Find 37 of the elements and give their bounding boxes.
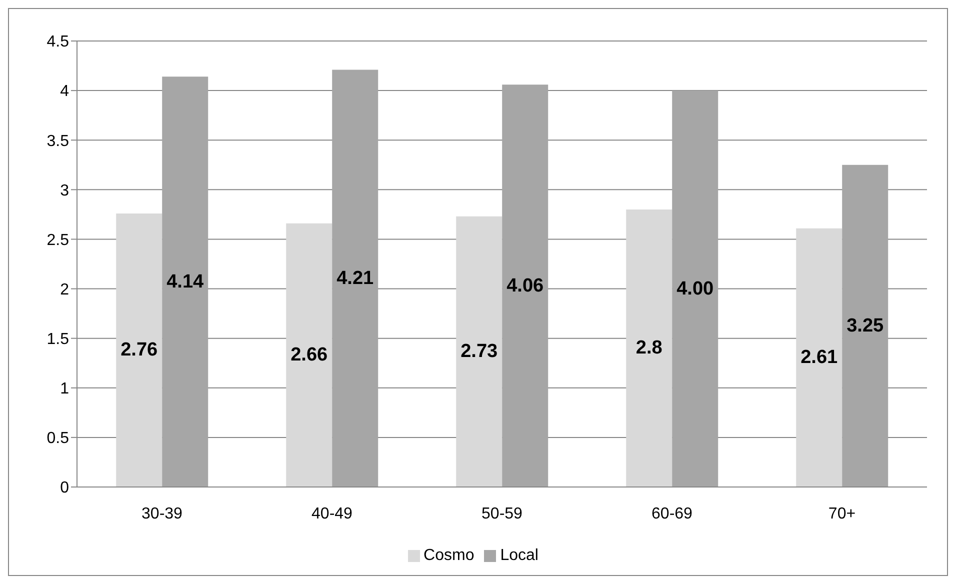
- data-label: 4.21: [336, 268, 374, 289]
- y-tick-label: 2.5: [46, 232, 70, 249]
- bar: [842, 164, 888, 487]
- x-tick-label: 70+: [828, 505, 856, 522]
- y-tick-label: 1: [60, 380, 70, 398]
- y-tick-label: 1.5: [46, 331, 70, 348]
- y-tick-label: 3: [60, 182, 70, 200]
- data-label: 2.73: [460, 341, 498, 362]
- bar: [796, 228, 842, 487]
- bar: [502, 84, 548, 487]
- bar: [286, 223, 332, 487]
- y-tick-label: 3.5: [46, 132, 70, 150]
- x-tick-label: 40-49: [312, 505, 353, 522]
- y-tick-label: 0: [60, 480, 70, 497]
- y-tick-label: 0.5: [46, 430, 70, 448]
- bar: [162, 76, 208, 487]
- bar: [456, 216, 502, 487]
- data-label: 2.8: [636, 338, 662, 359]
- y-tick-label: 2: [60, 281, 70, 298]
- bar: [672, 90, 718, 487]
- x-tick-label: 50-59: [482, 505, 523, 522]
- legend-label: Cosmo: [424, 547, 474, 564]
- y-tick-label: 4.5: [46, 34, 70, 51]
- data-label: 4.00: [676, 278, 714, 300]
- data-label: 2.61: [800, 347, 838, 368]
- x-tick-label: 30-39: [142, 505, 183, 522]
- data-label: 4.06: [506, 275, 544, 296]
- y-tick-label: 4: [60, 83, 70, 100]
- legend-label: Local: [500, 547, 538, 564]
- data-label: 3.25: [846, 315, 884, 336]
- data-label: 2.76: [120, 340, 158, 361]
- x-tick-label: 60-69: [652, 505, 693, 522]
- data-label: 4.14: [166, 271, 204, 292]
- data-label: 2.66: [290, 344, 328, 366]
- bar: [332, 70, 378, 487]
- bar: [626, 209, 672, 487]
- bar: [116, 213, 162, 487]
